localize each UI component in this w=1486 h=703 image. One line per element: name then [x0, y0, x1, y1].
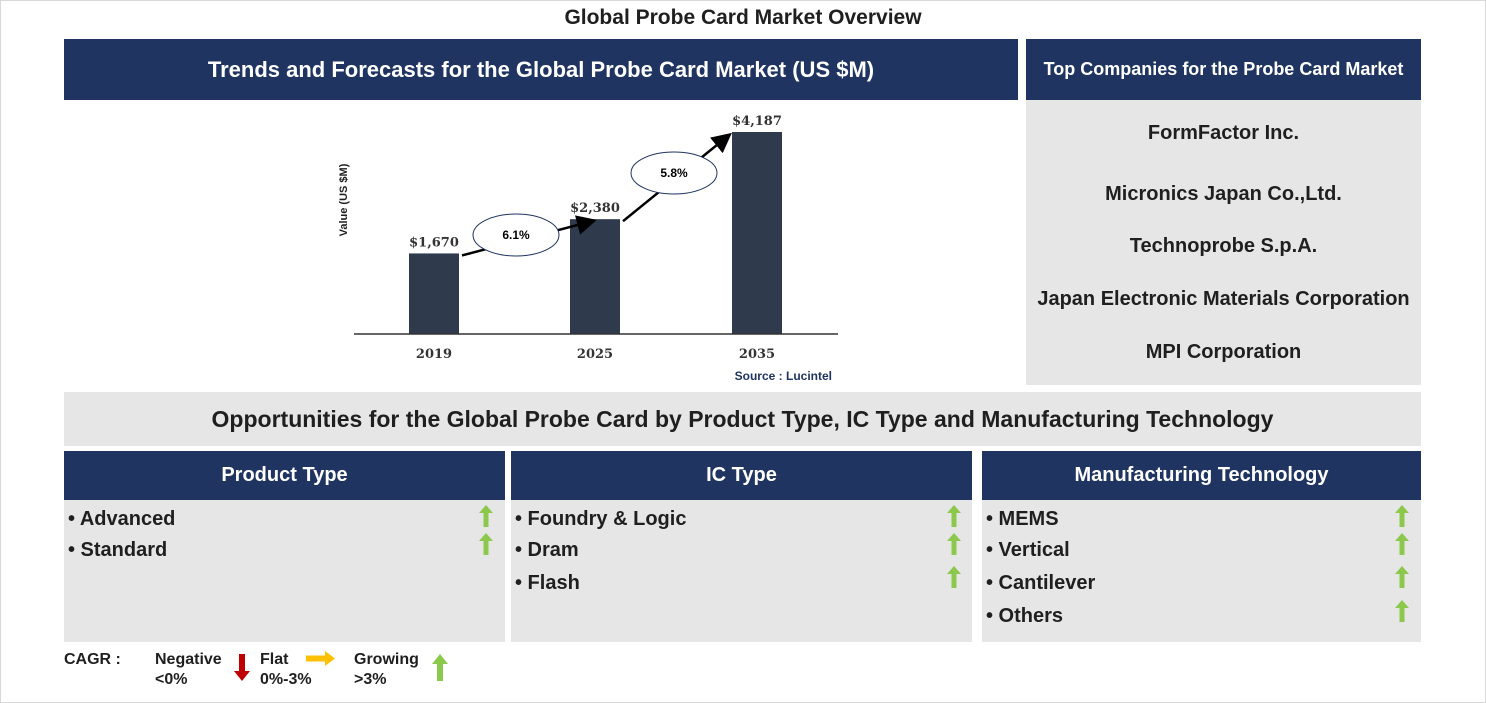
top-companies-header: Top Companies for the Probe Card Market: [1026, 39, 1421, 100]
negative-arrow-icon: [234, 654, 250, 681]
legend-negative-range: <0%: [155, 671, 188, 688]
segment-item: • MEMS: [986, 508, 1059, 530]
cagr-label: 5.8%: [660, 166, 688, 180]
growing-arrow-icon: [1395, 566, 1409, 588]
x-tick-label: 2035: [739, 347, 775, 362]
segment-header-manufacturing-technology: Manufacturing Technology: [982, 451, 1421, 500]
growing-arrow-icon: [947, 533, 961, 555]
segment-panel-ic-type: • Foundry & Logic • Dram • Flash: [511, 500, 972, 642]
company-item: FormFactor Inc.: [1147, 122, 1300, 144]
growing-arrow-icon: [479, 505, 493, 527]
growing-arrow-icon: [1395, 600, 1409, 622]
companies-panel: FormFactor Inc. Micronics Japan Co.,Ltd.…: [1026, 100, 1421, 385]
segment-item: • Vertical: [986, 539, 1070, 561]
bars-group: $1,670 $2,380 $4,187: [409, 114, 782, 334]
growing-arrow-icon: [479, 533, 493, 555]
bar-2035: [732, 132, 782, 334]
cagr-label: 6.1%: [502, 228, 530, 242]
segment-item: • Foundry & Logic: [515, 508, 687, 530]
legend-cagr-label: CAGR :: [64, 651, 121, 668]
segment-header-product-type: Product Type: [64, 451, 505, 500]
bar-2025: [570, 219, 620, 334]
segment-panel-manufacturing-technology: • MEMS • Vertical • Cantilever • Others: [982, 500, 1421, 642]
chart-source: Source : Lucintel: [735, 369, 832, 383]
segment-item: • Flash: [515, 572, 580, 594]
growing-arrow-icon: [947, 566, 961, 588]
segment-item: • Standard: [68, 539, 168, 561]
growing-arrow-icon: [432, 654, 448, 681]
segment-header-ic-type: IC Type: [511, 451, 972, 500]
cagr-bubble: [630, 151, 718, 195]
page-title: Global Probe Card Market Overview: [564, 6, 922, 29]
cagr-group: 6.1% 5.8%: [461, 132, 732, 257]
y-axis-label: Value (US $M): [338, 163, 350, 236]
legend-flat: Flat 0%-3%: [260, 650, 312, 690]
company-item: Micronics Japan Co.,Ltd.: [1105, 183, 1342, 205]
segment-item: • Advanced: [68, 508, 176, 530]
opportunities-title: Opportunities for the Global Probe Card …: [64, 392, 1421, 446]
data-label: $1,670: [409, 235, 459, 250]
market-bar-chart: Value (US $M) $1,670 $2,380 $4,187 2019 202…: [338, 114, 838, 383]
legend-growing-label: Growing: [354, 651, 419, 668]
bar-2019: [409, 253, 459, 334]
x-tick-label: 2025: [577, 347, 613, 362]
legend-growing-range: >3%: [354, 671, 387, 688]
segment-panel-product-type: • Advanced • Standard: [64, 500, 505, 642]
company-item: Japan Electronic Materials Corporation: [1037, 288, 1410, 310]
segment-item: • Cantilever: [986, 572, 1096, 594]
legend-flat-label: Flat: [260, 651, 289, 668]
legend-flat-range: 0%-3%: [260, 671, 312, 688]
segment-item: • Others: [986, 605, 1064, 627]
growing-arrow-icon: [1395, 533, 1409, 555]
company-item: Technoprobe S.p.A.: [1129, 235, 1318, 257]
flat-arrow-icon: [306, 651, 335, 666]
x-ticks-group: 2019 2025 2035: [416, 347, 775, 362]
segment-item: • Dram: [515, 539, 579, 561]
growing-arrow-icon: [947, 505, 961, 527]
legend-negative: Negative <0%: [155, 650, 222, 690]
data-label: $4,187: [732, 114, 782, 129]
company-item: MPI Corporation: [1145, 341, 1302, 363]
x-tick-label: 2019: [416, 347, 452, 362]
growing-arrow-icon: [1395, 505, 1409, 527]
legend-negative-label: Negative: [155, 651, 222, 668]
legend-growing: Growing >3%: [354, 650, 419, 690]
cagr-bubble: [472, 213, 560, 257]
trends-header: Trends and Forecasts for the Global Prob…: [64, 39, 1018, 100]
data-label: $2,380: [570, 201, 620, 216]
